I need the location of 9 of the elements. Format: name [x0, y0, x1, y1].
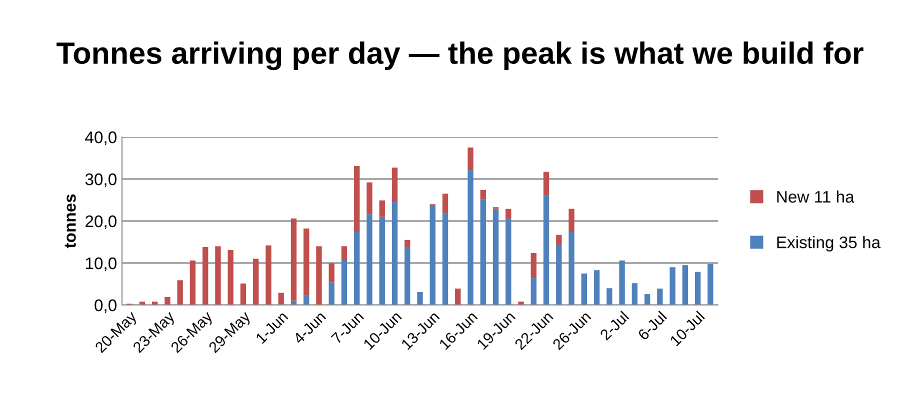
y-tick-label: 40,0 [85, 131, 116, 146]
y-tick-label: 0,0 [94, 299, 116, 314]
legend-label: New 11 ha [777, 190, 854, 203]
legend-label: Existing 35 ha [777, 236, 881, 252]
y-tick-label: 20,0 [86, 215, 116, 230]
y-tick-label: 10,0 [86, 257, 116, 272]
chart-title: Tonnes arriving per day — the peak is what we build for [56, 42, 864, 70]
y-axis-title: tonnes [64, 194, 76, 248]
y-tick-label: 30,0 [85, 173, 116, 188]
